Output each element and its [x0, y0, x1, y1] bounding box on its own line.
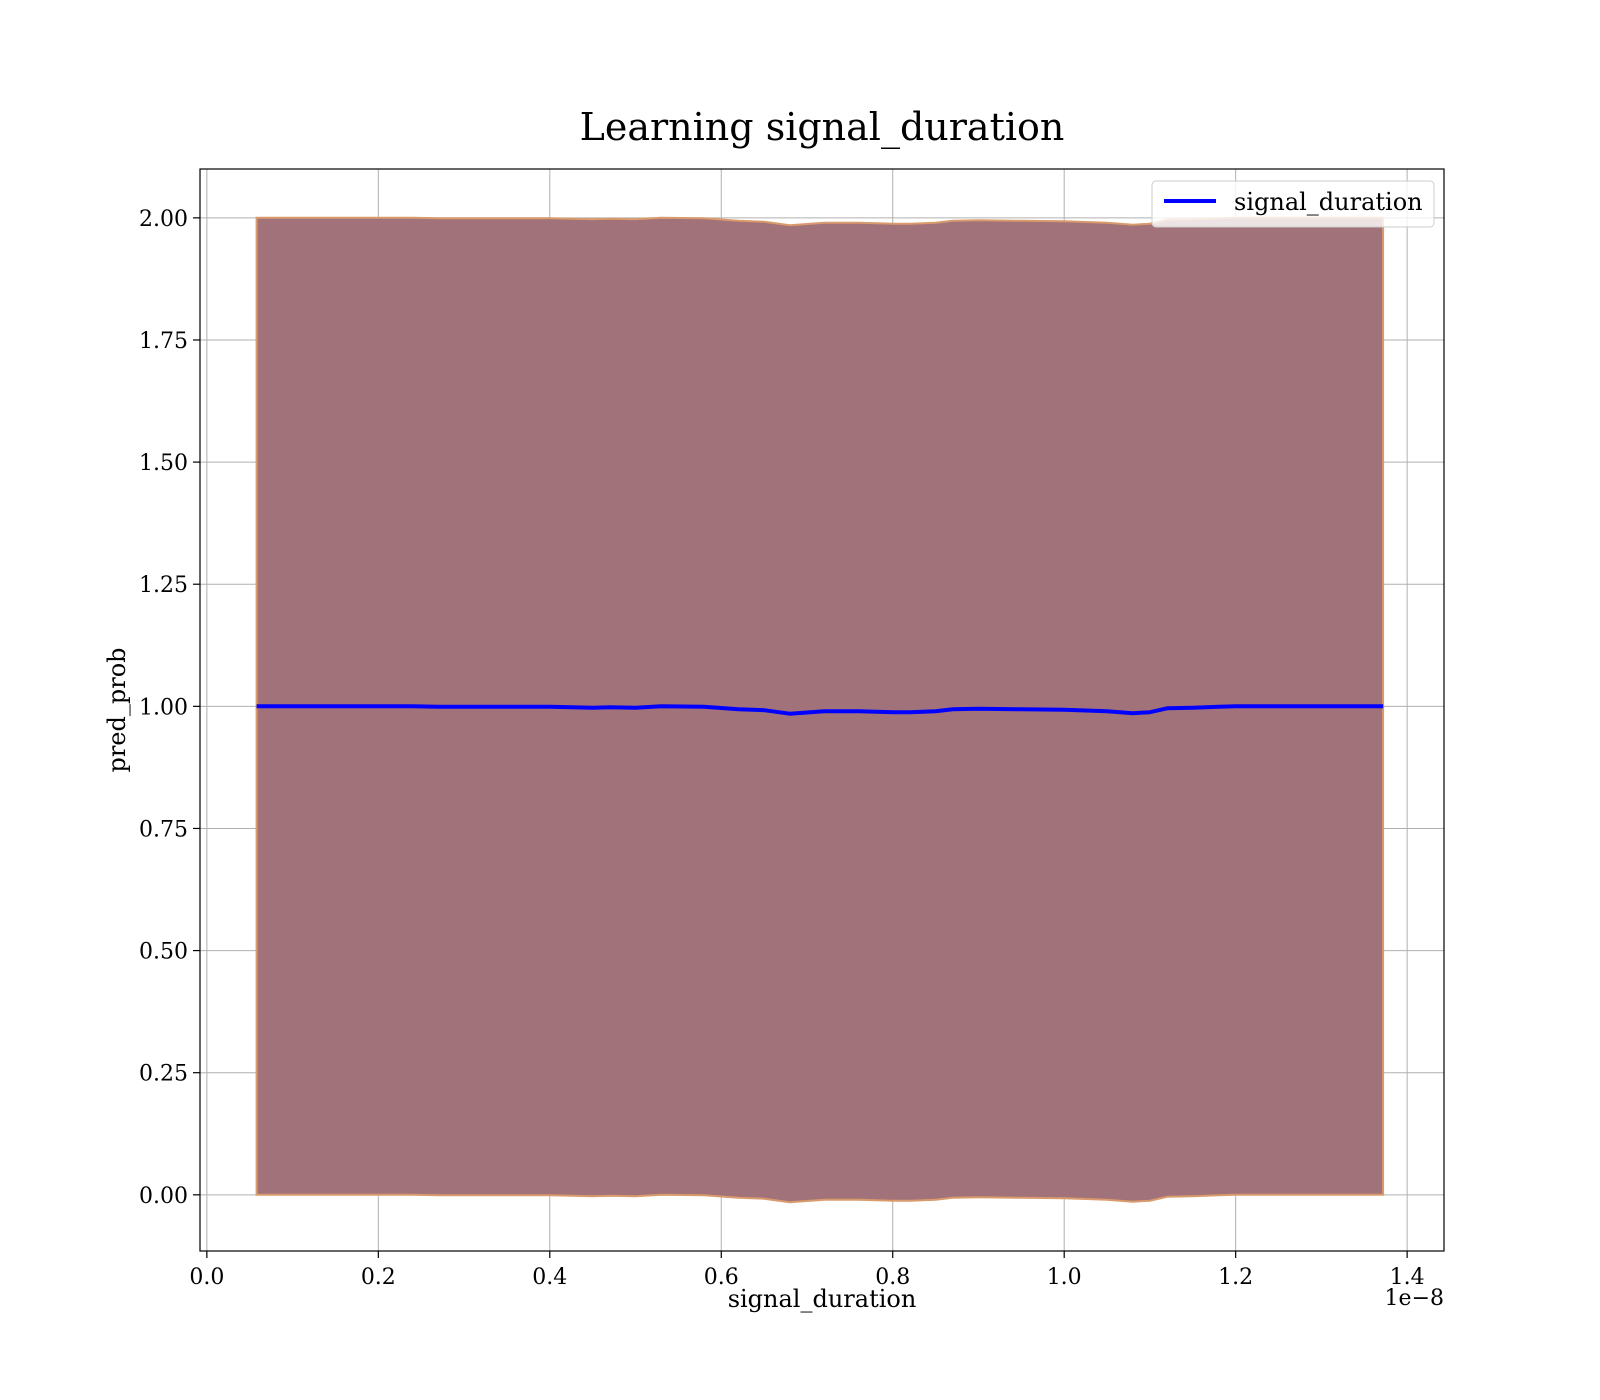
y-tick-label: 1.75	[139, 329, 188, 354]
y-tick-label: 1.50	[139, 451, 188, 476]
plot-area-frame	[199, 168, 1445, 1252]
y-tick-label: 0.25	[139, 1062, 188, 1087]
y-tick-label: 1.25	[139, 573, 188, 598]
x-tick-label: 0.2	[361, 1265, 396, 1290]
y-tick-label: 1.00	[139, 695, 188, 720]
y-tick-label: 0.50	[139, 940, 188, 965]
series-line-signal-duration	[256, 704, 1384, 716]
x-tick-label: 1.2	[1218, 1265, 1253, 1290]
x-tick-label: 0.0	[189, 1265, 224, 1290]
x-tick-label: 0.4	[532, 1265, 567, 1290]
y-tick-label: 0.75	[139, 817, 188, 842]
y-tick-label: 0.00	[139, 1184, 188, 1209]
x-axis-offset-label: 1e−8	[1385, 1286, 1444, 1311]
x-axis-ticks: 0.0 0.2 0.4 0.6 0.8 1.0 1.2 1.4	[189, 1251, 1425, 1290]
series-layer	[256, 704, 1384, 716]
chart-title: Learning signal_duration	[580, 105, 1065, 150]
legend: signal_duration	[1151, 180, 1435, 228]
legend-box	[1151, 180, 1435, 228]
x-axis-label: signal_duration	[728, 1285, 917, 1313]
legend-label-signal-duration: signal_duration	[1234, 188, 1423, 216]
x-tick-label: 0.8	[875, 1265, 910, 1290]
y-axis-label: pred_prob	[103, 647, 131, 772]
x-tick-label: 0.6	[704, 1265, 739, 1290]
y-tick-label: 2.00	[139, 207, 188, 232]
y-axis-ticks: 0.00 0.25 0.50 0.75 1.00 1.25 1.50 1.75 2.00	[139, 207, 200, 1209]
x-tick-label: 1.0	[1047, 1265, 1082, 1290]
x-tick-label: 1.4	[1390, 1265, 1425, 1290]
